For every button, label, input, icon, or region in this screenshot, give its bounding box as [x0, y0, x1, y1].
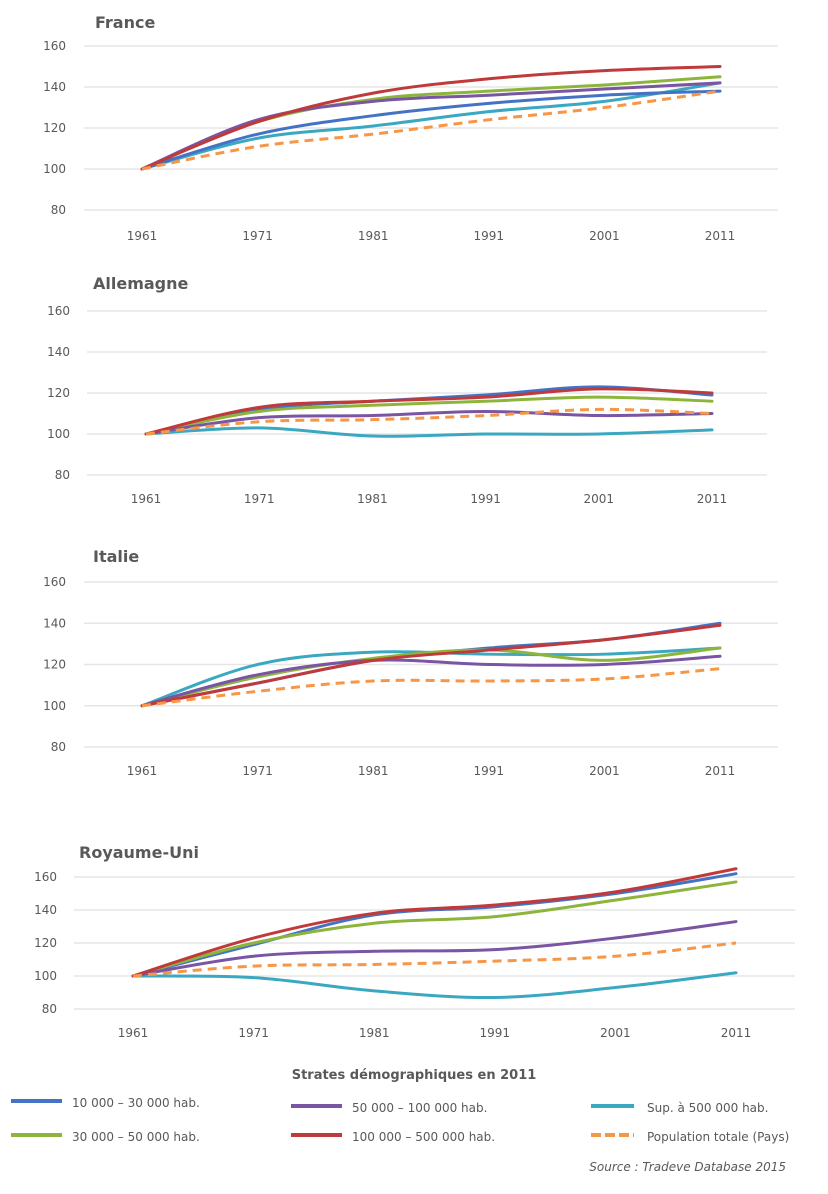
series-line-2 — [140, 81, 722, 171]
chart-title: Italie — [93, 547, 139, 566]
y-tick-label: 160 — [43, 575, 66, 589]
source-note: Source : Tradeve Database 2015 — [589, 1160, 786, 1174]
chart-title: France — [95, 13, 155, 32]
series-line-3 — [140, 623, 722, 708]
series-line-5 — [141, 667, 721, 708]
series-line-4 — [140, 646, 722, 708]
legend-swatch — [291, 1104, 342, 1108]
y-tick-label: 80 — [51, 740, 66, 754]
chart-france: France 80 100 120 140 160 1961 1971 1981 1991 2001… — [43, 13, 778, 243]
series-line-3 — [131, 867, 738, 978]
x-tick-label: 1961 — [118, 1026, 149, 1040]
x-tick-label: 1971 — [242, 764, 273, 778]
y-tick-label: 100 — [43, 162, 66, 176]
x-tick-label: 2001 — [589, 229, 620, 243]
series-line-0 — [140, 89, 722, 171]
y-tick-label: 120 — [34, 936, 57, 950]
series-line-5 — [132, 941, 737, 978]
x-tick-label: 1971 — [238, 1026, 269, 1040]
series-line-5 — [145, 407, 713, 436]
x-tick-label: 2011 — [721, 1026, 752, 1040]
x-tick-label: 1981 — [359, 1026, 390, 1040]
series-line-1 — [140, 75, 722, 171]
y-tick-label: 120 — [43, 658, 66, 672]
legend-title: Strates démographiques en 2011 — [291, 1068, 537, 1083]
chart-royaume-uni: Royaume-Uni 80 100 120 140 160 1961 1971 1981 199… — [34, 843, 795, 1040]
series-line-4 — [140, 81, 722, 171]
series-line-3 — [140, 65, 722, 171]
y-tick-label: 160 — [43, 39, 66, 53]
series-line-4 — [131, 971, 738, 999]
y-tick-label: 100 — [43, 699, 66, 713]
legend-swatch — [11, 1099, 62, 1103]
y-tick-label: 160 — [34, 870, 57, 884]
x-tick-label: 2001 — [600, 1026, 631, 1040]
y-tick-label: 80 — [42, 1002, 57, 1016]
series-line-2 — [140, 654, 722, 708]
series-line-3 — [144, 387, 714, 436]
legend-swatch — [11, 1133, 62, 1137]
y-tick-label: 100 — [34, 969, 57, 983]
x-tick-label: 1981 — [358, 764, 389, 778]
x-tick-label: 1981 — [358, 229, 389, 243]
x-tick-label: 2011 — [705, 229, 736, 243]
chart-allemagne: Allemagne 80 100 120 140 160 1961 1971 1981 1991 2… — [47, 274, 767, 506]
x-tick-label: 1961 — [131, 492, 162, 506]
x-tick-label: 2001 — [589, 764, 620, 778]
x-tick-label: 1981 — [357, 492, 388, 506]
x-tick-label: 1991 — [474, 764, 505, 778]
legend-label: 30 000 – 50 000 hab. — [72, 1130, 200, 1144]
y-tick-label: 120 — [47, 386, 70, 400]
legend-swatch — [591, 1133, 634, 1137]
y-tick-label: 80 — [51, 203, 66, 217]
chart-title: Royaume-Uni — [79, 843, 199, 862]
legend-label: Population totale (Pays) — [647, 1130, 790, 1144]
series-line-5 — [141, 89, 721, 171]
y-tick-label: 120 — [43, 121, 66, 135]
chart-italie: Italie 80 100 120 140 160 1961 1971 1981 1991 2001… — [43, 547, 778, 778]
x-tick-label: 1991 — [480, 1026, 511, 1040]
x-tick-label: 1971 — [242, 229, 273, 243]
x-tick-label: 1991 — [474, 229, 505, 243]
y-tick-label: 160 — [47, 304, 70, 318]
x-tick-label: 1961 — [127, 229, 158, 243]
series-line-1 — [140, 646, 722, 708]
x-tick-label: 2001 — [584, 492, 615, 506]
series-line-2 — [144, 409, 714, 436]
series-line-4 — [144, 426, 714, 438]
x-tick-label: 1991 — [470, 492, 501, 506]
legend-swatch — [291, 1133, 342, 1137]
legend-label: 50 000 – 100 000 hab. — [352, 1101, 488, 1115]
series-line-1 — [131, 880, 738, 978]
series-line-1 — [144, 395, 714, 436]
y-tick-label: 80 — [55, 468, 70, 482]
series-line-2 — [131, 920, 738, 978]
y-tick-label: 140 — [47, 345, 70, 359]
x-tick-label: 2011 — [705, 764, 736, 778]
y-tick-label: 100 — [47, 427, 70, 441]
legend-label: Sup. à 500 000 hab. — [647, 1101, 769, 1115]
y-tick-label: 140 — [43, 616, 66, 630]
legend-label: 10 000 – 30 000 hab. — [72, 1096, 200, 1110]
legend-swatch — [591, 1104, 634, 1108]
y-tick-label: 140 — [34, 903, 57, 917]
chart-title: Allemagne — [93, 274, 189, 293]
y-tick-label: 140 — [43, 80, 66, 94]
x-tick-label: 2011 — [697, 492, 728, 506]
charts-container: France 80 100 120 140 160 1961 1971 1981 1991 2001… — [34, 13, 795, 1040]
x-tick-label: 1971 — [244, 492, 275, 506]
legend-label: 100 000 – 500 000 hab. — [352, 1130, 496, 1144]
x-tick-label: 1961 — [127, 764, 158, 778]
